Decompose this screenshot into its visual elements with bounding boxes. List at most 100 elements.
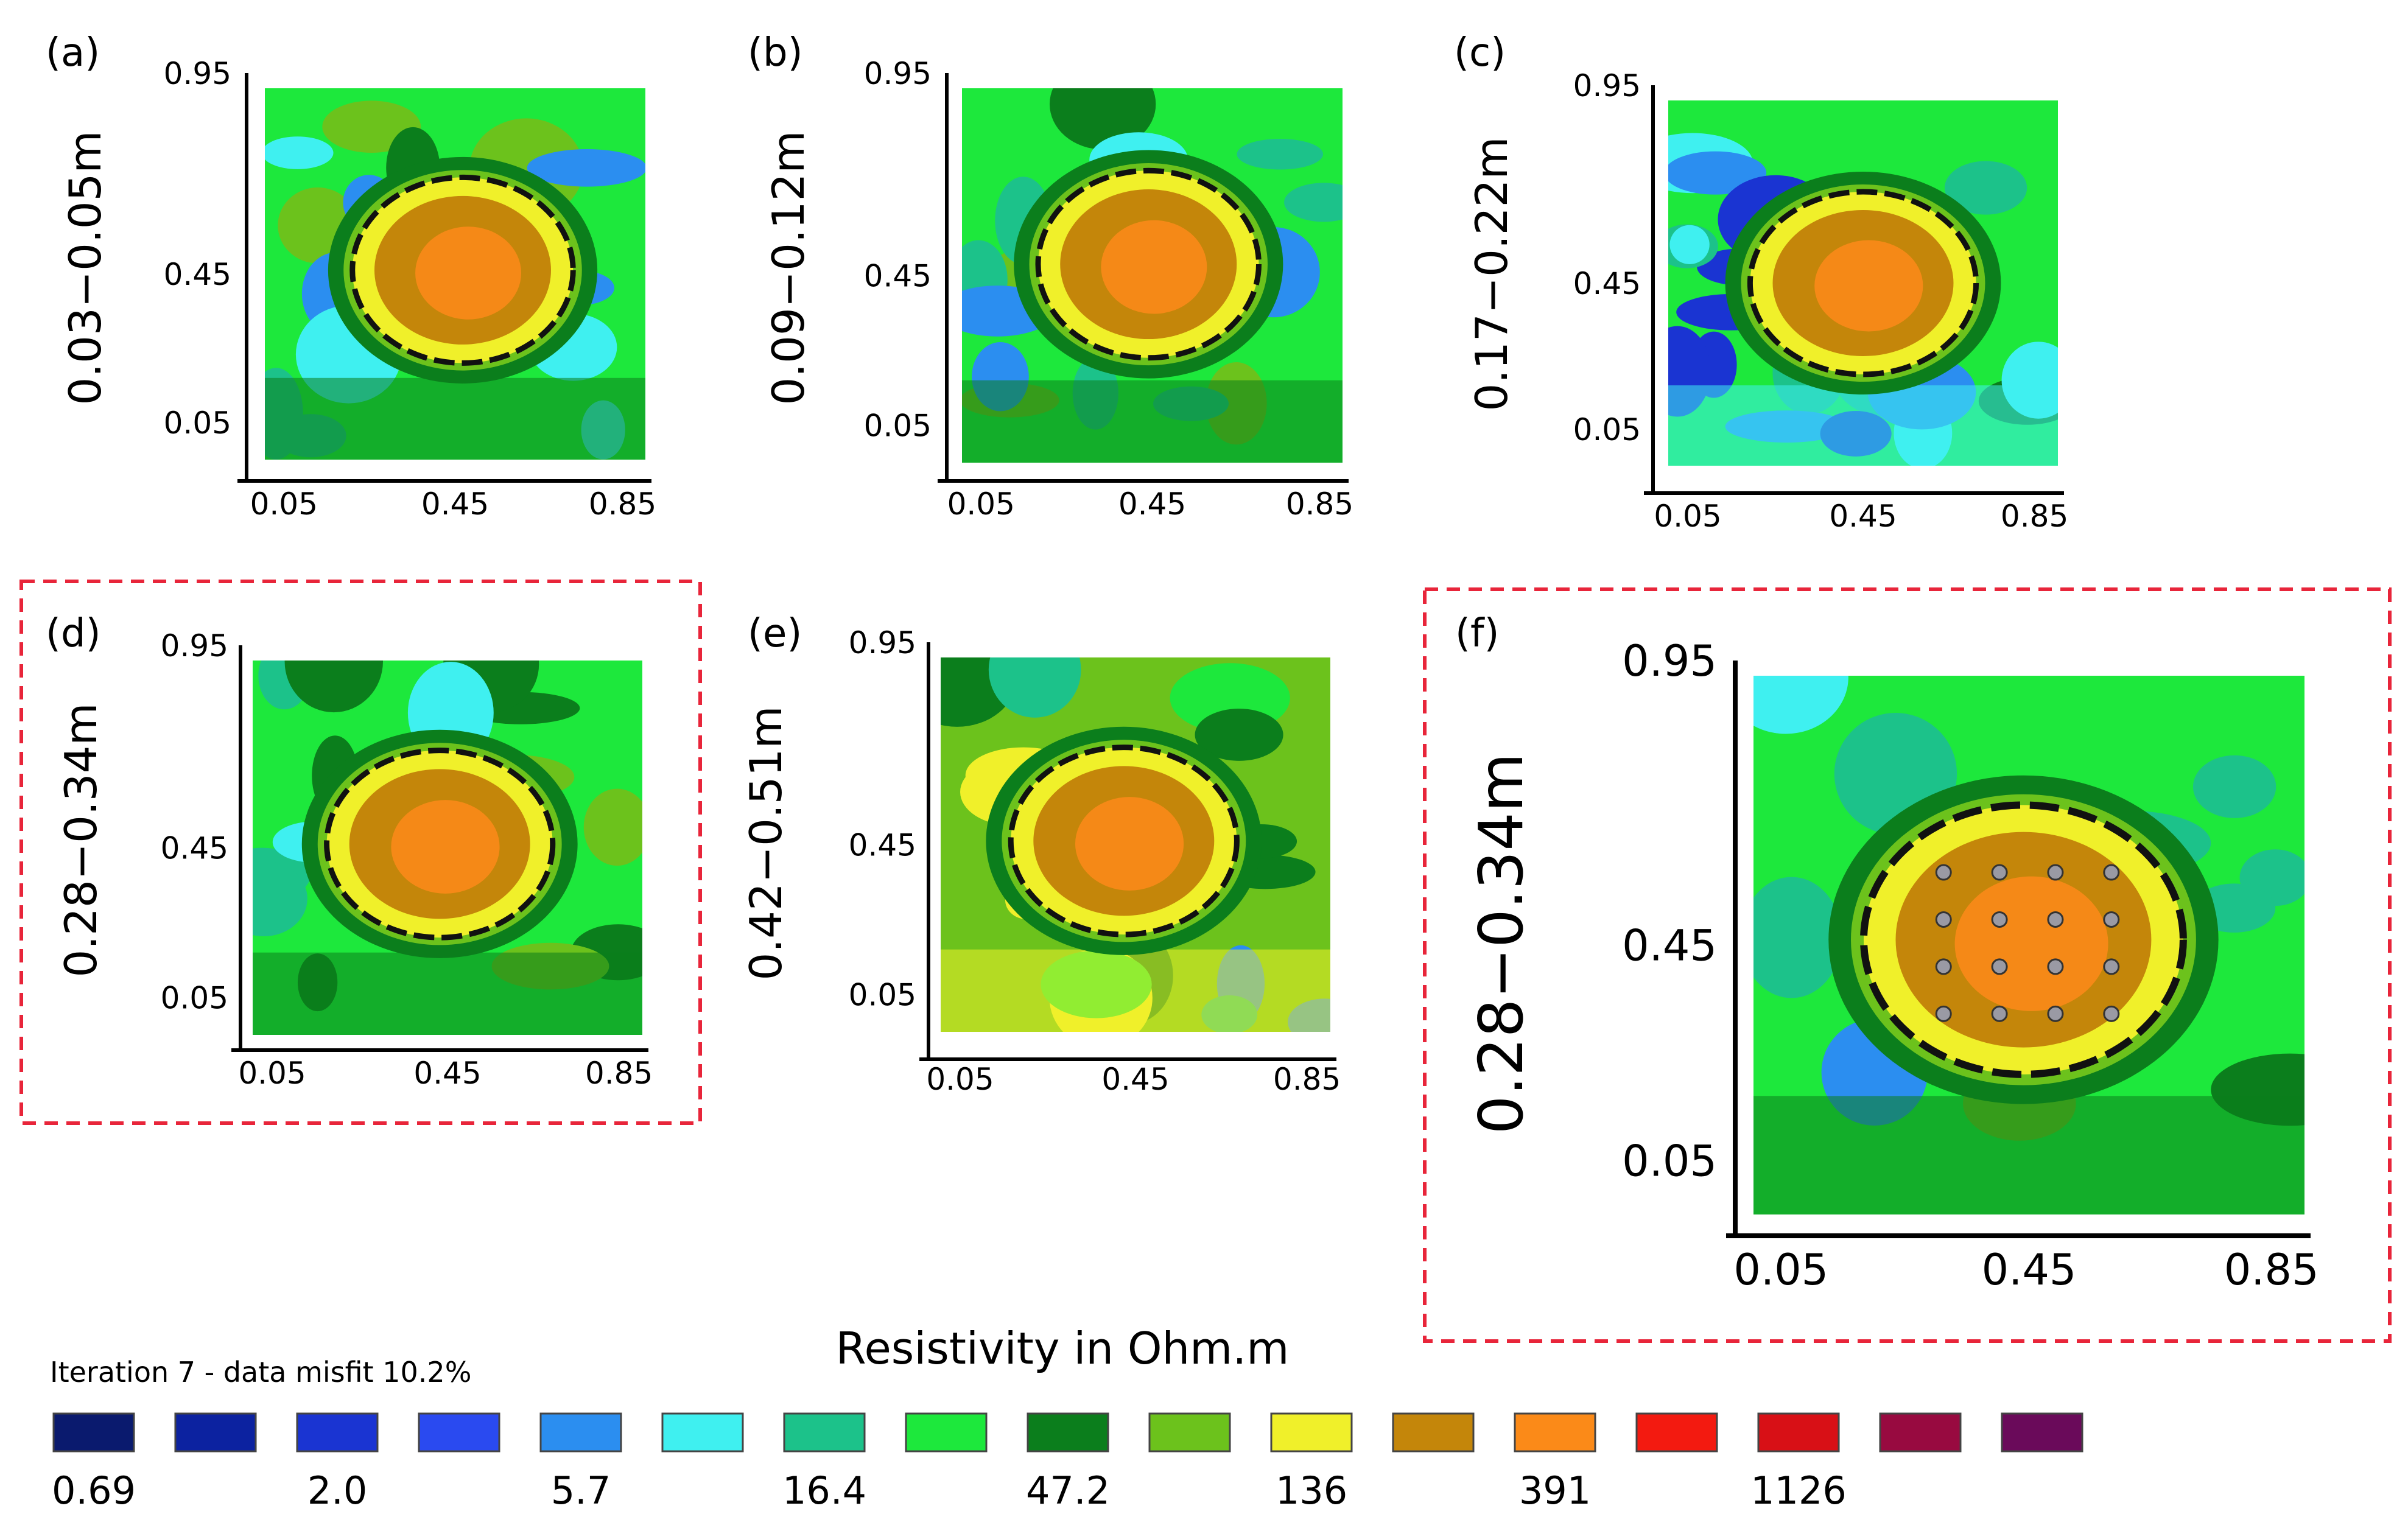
electrode-point — [1935, 864, 1952, 881]
x-tick-label: 0.85 — [1273, 1062, 1341, 1097]
colorbar-swatch — [539, 1412, 622, 1453]
depth-label: 0.28−0.34m — [1466, 753, 1537, 1135]
colorbar-tick-label: 0.69 — [52, 1468, 136, 1513]
x-tick-label: 0.85 — [2224, 1245, 2319, 1295]
colorbar-subtitle: Iteration 7 - data misfit 10.2% — [50, 1356, 471, 1389]
x-tick-label: 0.45 — [1982, 1245, 2077, 1295]
colorbar-swatch — [1148, 1412, 1231, 1453]
anomaly-core — [415, 226, 522, 320]
map-band — [265, 377, 645, 460]
map-blob — [1284, 183, 1343, 222]
panel-letter: (e) — [748, 611, 802, 656]
y-tick-label: 0.05 — [1573, 412, 1641, 447]
colorbar-swatch — [1270, 1412, 1353, 1453]
heatmap-map-2 — [962, 88, 1343, 463]
colorbar-swatch — [1757, 1412, 1840, 1453]
colorbar-swatch — [1879, 1412, 1962, 1453]
x-tick-label: 0.05 — [250, 486, 318, 522]
depth-label: 0.42−0.51m — [740, 706, 792, 980]
heatmap-panel-6: 0.95 0.45 0.05 0.05 0.45 0.85 (f) 0.28−0.34m — [1455, 611, 2319, 1295]
depth-label: 0.17−0.22m — [1466, 136, 1517, 411]
x-tick-label: 0.85 — [2001, 499, 2068, 534]
electrode-point — [2103, 958, 2120, 975]
heatmap-map-3 — [1668, 100, 2058, 466]
y-tick-label: 0.95 — [164, 56, 231, 91]
y-tick-label: 0.05 — [161, 981, 228, 1016]
map-blob — [988, 657, 1081, 718]
colorbar-tick-label: 136 — [1276, 1468, 1347, 1513]
y-tick-label: 0.45 — [1573, 266, 1641, 301]
x-tick-label: 0.85 — [585, 1056, 653, 1091]
colorbar-swatch — [1392, 1412, 1475, 1453]
map-blob — [2192, 755, 2276, 818]
colorbar-swatch — [1635, 1412, 1718, 1453]
colorbar-title: Resistivity in Ohm.m — [836, 1323, 1290, 1374]
map-band — [1668, 385, 2058, 466]
map-blob — [1753, 877, 1842, 998]
map-band — [1753, 1096, 2304, 1214]
anomaly-dashed-outline — [1860, 801, 2187, 1078]
map-blob — [1753, 676, 1848, 734]
anomaly-core — [391, 800, 500, 894]
x-tick-label: 0.45 — [413, 1056, 481, 1091]
electrode-point — [2047, 958, 2064, 975]
heatmap-panel-2: 0.95 0.45 0.05 0.05 0.45 0.85 (b) 0.09−0.12m — [748, 30, 1353, 522]
x-tick-label: 0.05 — [1733, 1245, 1828, 1295]
panel-letter: (a) — [46, 30, 100, 75]
colorbar-swatch — [661, 1412, 744, 1453]
heatmap-panel-5: 0.95 0.45 0.05 0.05 0.45 0.85 (e) 0.42−0.51m — [740, 611, 1341, 1097]
colorbar-tick-label: 2.0 — [307, 1468, 368, 1513]
anomaly-dashed-outline — [1008, 745, 1240, 937]
map-band — [253, 952, 642, 1035]
anomaly-core — [1101, 220, 1207, 314]
x-tick-label: 0.45 — [1829, 499, 1897, 534]
panel-letter: (f) — [1455, 611, 1499, 656]
electrode-point — [2047, 864, 2064, 881]
colorbar-tick-label: 16.4 — [782, 1468, 866, 1513]
electrode-point — [1991, 864, 2008, 881]
colorbar-swatch — [174, 1412, 257, 1453]
map-blob — [1944, 161, 2027, 215]
electrode-point — [2047, 1005, 2064, 1022]
heatmap-map-4 — [253, 661, 642, 1035]
map-blob — [583, 788, 642, 866]
highlight-frame-1 — [19, 580, 702, 1125]
x-tick-label: 0.45 — [1101, 1062, 1169, 1097]
y-tick-label: 0.95 — [161, 628, 228, 664]
heatmap-map-5 — [941, 657, 1330, 1032]
panel-letter: (d) — [46, 611, 101, 656]
heatmap-panel-3: 0.95 0.45 0.05 0.05 0.45 0.85 (c) 0.17−0.22m — [1454, 30, 2068, 534]
electrode-point — [1991, 911, 2008, 928]
x-tick-label: 0.05 — [947, 486, 1015, 522]
electrode-point — [2103, 864, 2120, 881]
y-tick-label: 0.45 — [164, 257, 231, 292]
map-blob — [527, 149, 645, 187]
map-blob — [284, 661, 383, 713]
panel-letter: (c) — [1454, 30, 1506, 75]
map-blob — [265, 136, 334, 169]
anomaly-core — [1814, 240, 1923, 332]
map-blob — [253, 861, 307, 937]
electrode-point — [1991, 958, 2008, 975]
colorbar-swatch — [418, 1412, 500, 1453]
anomaly-dashed-outline — [1747, 189, 1979, 377]
electrode-point — [1935, 911, 1952, 928]
y-tick-label: 0.05 — [1622, 1137, 1717, 1186]
x-tick-label: 0.85 — [1286, 486, 1353, 522]
colorbar-swatch — [783, 1412, 866, 1453]
y-tick-label: 0.05 — [864, 408, 932, 444]
electrode-point — [2103, 911, 2120, 928]
y-tick-label: 0.45 — [864, 259, 932, 294]
heatmap-map-1 — [265, 88, 645, 460]
y-tick-label: 0.95 — [849, 625, 916, 661]
y-tick-label: 0.05 — [849, 978, 916, 1013]
y-tick-label: 0.95 — [864, 56, 932, 91]
y-tick-label: 0.05 — [164, 405, 231, 441]
electrode-point — [1935, 958, 1952, 975]
anomaly-core — [1075, 797, 1184, 891]
colorbar-tick-label: 47.2 — [1026, 1468, 1110, 1513]
heatmap-map-6 — [1753, 676, 2304, 1214]
colorbar-swatch — [296, 1412, 379, 1453]
heatmap-panel-4: 0.95 0.45 0.05 0.05 0.45 0.85 (d) 0.28−0.34m — [46, 611, 653, 1091]
